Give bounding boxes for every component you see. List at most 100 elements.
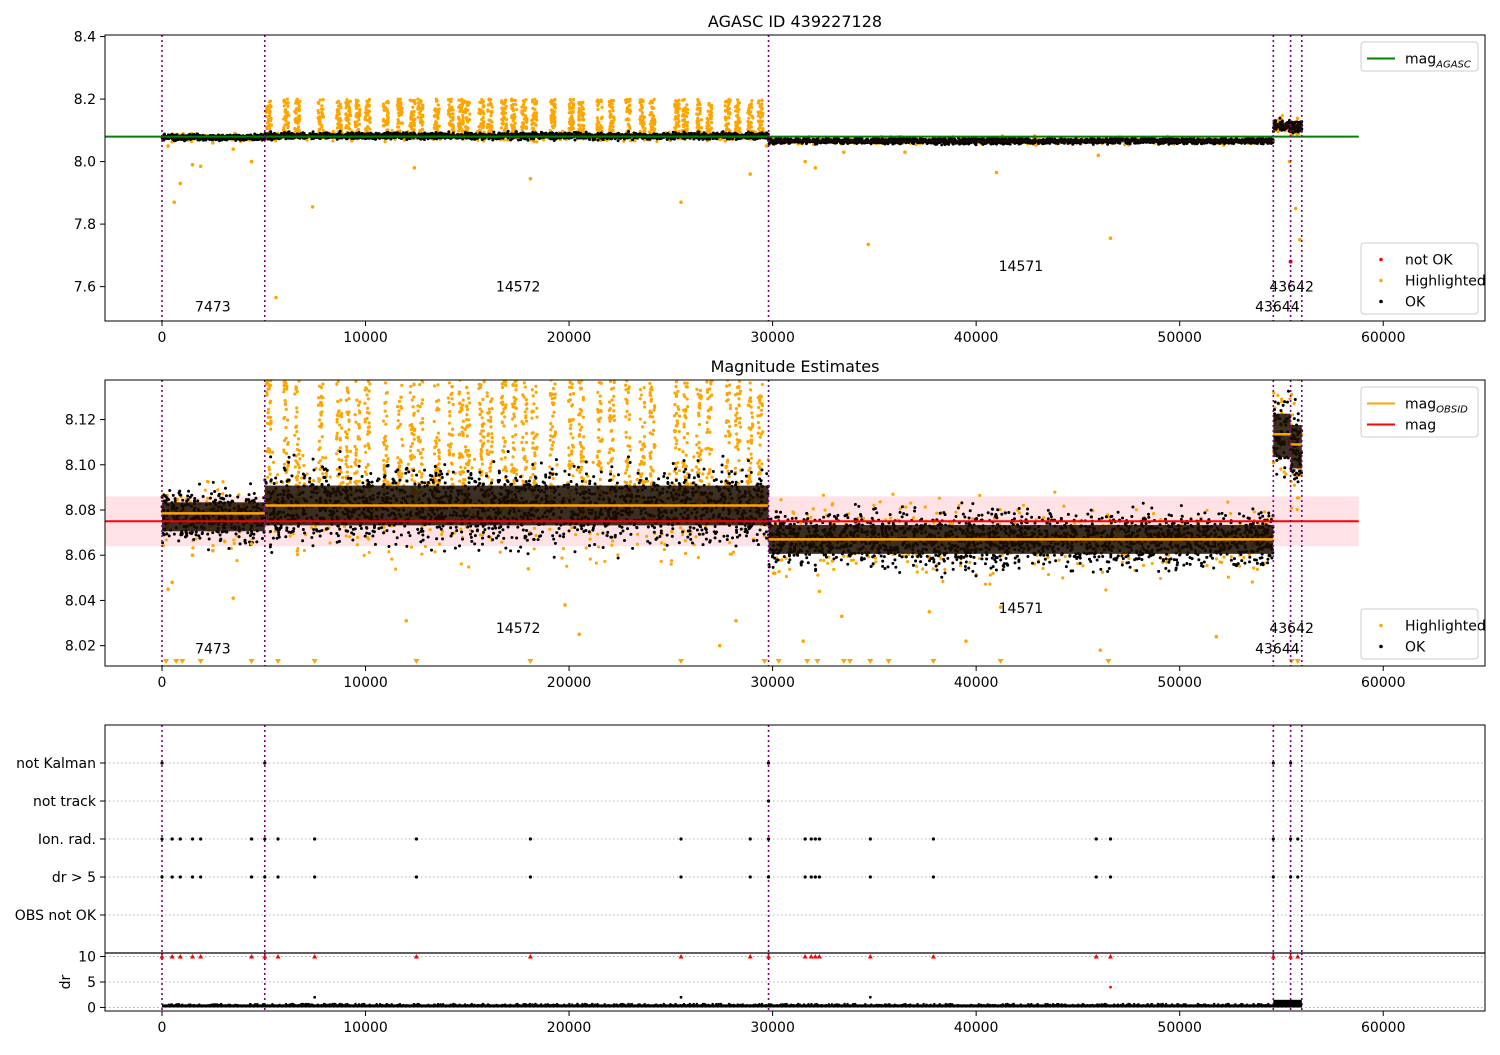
p0-highlighted-spike-point: [532, 117, 535, 120]
p0-highlighted-spike-point: [577, 128, 580, 131]
p0-highlighted-spike-point: [513, 126, 516, 129]
p0-highlighted-spike-point: [297, 125, 300, 128]
p0-highlighted-spike-point: [502, 122, 505, 125]
p0-highlighted-spike-point: [582, 118, 585, 121]
p0-highlighted-spike-point: [412, 114, 415, 117]
p0-ok-point: [631, 138, 634, 141]
p0-highlighted-spike-point: [736, 114, 739, 117]
p0-ok-point: [358, 131, 361, 134]
p0-highlighted-spike-point: [760, 102, 763, 105]
p0-highlighted-spike-point: [521, 112, 524, 115]
p0-highlighted-spike-point: [318, 128, 321, 131]
p0-highlighted-spike-point: [384, 120, 387, 123]
p0-highlighted-point: [1296, 117, 1299, 120]
p0-highlighted-spike-point: [520, 109, 523, 112]
p0-highlighted-spike-point: [650, 112, 653, 115]
p0-ok-point: [517, 138, 520, 141]
p0-highlighted-spike-point: [761, 115, 764, 118]
p0-highlighted-spike-point: [725, 128, 728, 131]
p0-highlighted-spike-point: [599, 99, 602, 102]
p0-highlighted-spike-point: [488, 98, 491, 101]
p0-ok-point: [666, 138, 669, 141]
p0-highlighted-spike-point: [674, 104, 677, 107]
p0-highlighted-spike-point: [707, 121, 710, 124]
p0-highlighted-spike-point: [738, 130, 741, 133]
p0-highlighted-spike-point: [710, 127, 713, 130]
p0-highlighted-spike-point: [397, 108, 400, 111]
p0-highlighted-spike-point: [520, 105, 523, 108]
p0-highlighted-spike-point: [266, 127, 269, 130]
p0-highlighted-spike-point: [760, 99, 763, 102]
p0-ok-point: [405, 138, 408, 141]
p0-highlighted-spike-point: [627, 118, 630, 121]
p0-highlighted-spike-point: [571, 124, 574, 127]
p0-highlighted-spike-point: [678, 99, 681, 102]
p0-highlighted-spike-point: [599, 127, 602, 130]
p0-highlighted-spike-point: [700, 126, 703, 129]
p0-highlighted-spike-point: [640, 98, 643, 101]
p0-highlighted-spike-point: [513, 115, 516, 118]
p0-highlighted-spike-point: [698, 112, 701, 115]
p0-ok-point: [339, 130, 342, 133]
p0-highlighted-spike-point: [610, 99, 613, 102]
p0-highlighted-spike-point: [457, 116, 460, 119]
p0-ok-point: [551, 131, 554, 134]
p0-highlighted-spike-point: [727, 98, 730, 101]
p0-highlighted-spike-point: [348, 122, 351, 125]
p0-highlighted-spike-point: [736, 98, 739, 101]
p0-ok-point: [452, 132, 455, 135]
p0-ok-point: [573, 139, 576, 142]
p0-highlighted-spike-point: [613, 118, 616, 121]
p0-highlighted-spike-point: [459, 104, 462, 107]
p0-highlighted-spike-point: [450, 106, 453, 109]
p0-highlighted-spike-point: [488, 119, 491, 122]
p0-highlighted-spike-point: [435, 122, 438, 125]
p0-highlighted-spike-point: [319, 121, 322, 124]
p0-highlighted-spike-point: [346, 119, 349, 122]
p0-highlighted-spike-point: [725, 124, 728, 127]
p0-highlighted-spike-point: [368, 110, 371, 113]
p0-highlighted-spike-point: [674, 126, 677, 129]
p0-highlighted-spike-point: [268, 100, 271, 103]
p0-highlighted-spike-point: [489, 114, 492, 117]
p0-highlighted-spike-point: [511, 106, 514, 109]
p0-highlighted-spike-point: [447, 103, 450, 106]
p0-highlighted-spike-point: [268, 115, 271, 118]
p0-highlighted-spike-point: [708, 113, 711, 116]
p0-ok-point: [656, 137, 659, 140]
p0-highlighted-spike-point: [336, 122, 339, 125]
p0-highlighted-spike-point: [698, 103, 701, 106]
p0-highlighted-spike-point: [577, 114, 580, 117]
p0-highlighted-spike-point: [270, 124, 273, 127]
p0-highlighted-spike-point: [482, 105, 485, 108]
p0-highlighted-spike-point: [678, 107, 681, 110]
p0-ok-point: [726, 137, 729, 140]
p0-highlighted-spike-point: [293, 127, 296, 130]
p0-highlighted-spike-point: [320, 108, 323, 111]
p0-highlighted-spike-point: [355, 107, 358, 110]
p0-highlighted-spike-point: [339, 103, 342, 106]
p0-highlighted-spike-point: [728, 107, 731, 110]
p0-highlighted-spike-point: [460, 109, 463, 112]
p0-highlighted-spike-point: [510, 99, 513, 102]
p0-highlighted-spike-point: [609, 102, 612, 105]
p0-ok-point: [683, 131, 686, 134]
p0-highlighted-spike-point: [697, 123, 700, 126]
p0-highlighted-spike-point: [449, 100, 452, 103]
p0-highlighted-spike-point: [358, 123, 361, 126]
p0-highlighted-spike-point: [500, 126, 503, 129]
p0-highlighted-spike-point: [337, 119, 340, 122]
p0-highlighted-spike-point: [396, 100, 399, 103]
p0-highlighted-spike-point: [611, 128, 614, 131]
p0-highlighted-spike-point: [581, 101, 584, 104]
p0-ok-point: [510, 137, 513, 140]
p0-ok-point: [387, 131, 390, 134]
p0-highlighted-spike-point: [336, 126, 339, 129]
p0-highlighted-spike-point: [628, 104, 631, 107]
p0-highlighted-spike-point: [500, 106, 503, 109]
p0-highlighted-spike-point: [728, 111, 731, 114]
p0-highlighted-spike-point: [685, 108, 688, 111]
p0-highlighted-spike-point: [318, 115, 321, 118]
p0-ok-point: [492, 131, 495, 134]
p0-highlighted-spike-point: [686, 127, 689, 130]
